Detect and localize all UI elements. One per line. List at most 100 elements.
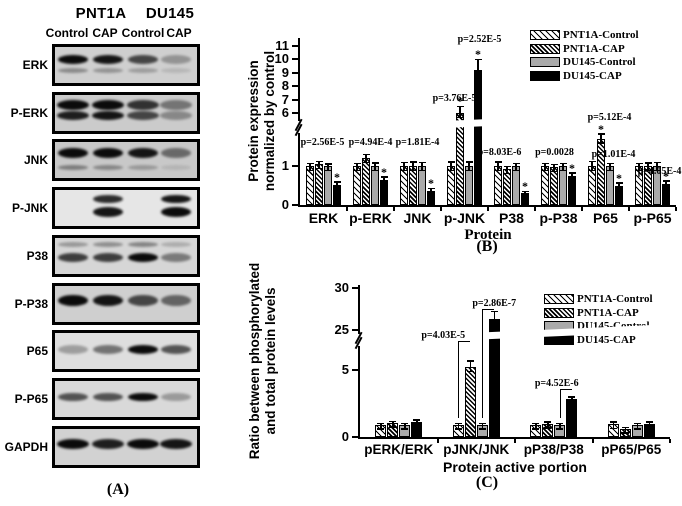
error-cap-bottom xyxy=(377,428,385,430)
x-tick xyxy=(436,439,439,443)
x-tick-label: pERK/ERK xyxy=(364,442,434,457)
p-value-label: p=4.94E-4 xyxy=(348,137,393,148)
protein-band xyxy=(161,393,191,401)
legend-swatch-DU145-CAP xyxy=(530,70,560,81)
protein-band xyxy=(58,253,88,262)
p-value-label: p=8.03E-6 xyxy=(477,147,522,158)
x-tick xyxy=(628,207,630,211)
error-cap-bottom xyxy=(465,169,473,171)
bar-PNT1A-Control xyxy=(494,166,502,205)
protein-band xyxy=(58,55,88,64)
x-tick-label: p-P65 xyxy=(633,210,672,226)
error-cap-top xyxy=(389,420,397,423)
protein-band xyxy=(128,345,158,354)
error-cap-bottom xyxy=(418,169,426,171)
error-cap-top xyxy=(606,162,614,165)
x-tick-label: P38 xyxy=(499,210,524,226)
y-axis xyxy=(358,285,360,439)
error-cap-top xyxy=(474,58,482,61)
legend-label-PNT1A-CAP: PNT1A-CAP xyxy=(577,306,639,319)
y-tick xyxy=(292,165,298,167)
error-bar xyxy=(553,165,555,173)
y-tick xyxy=(352,329,358,331)
error-cap-bottom xyxy=(644,169,652,171)
error-cap-bottom xyxy=(333,188,341,190)
error-cap-top xyxy=(353,162,361,165)
y-tick xyxy=(292,204,298,206)
error-bar xyxy=(638,164,640,171)
y-axis-title-line: normalized by control xyxy=(262,50,277,192)
x-axis xyxy=(298,205,676,207)
error-bar xyxy=(591,162,593,171)
protein-band xyxy=(93,345,123,354)
x-axis-title: Protein xyxy=(464,227,512,243)
error-cap-bottom xyxy=(494,169,502,171)
error-cap-top xyxy=(633,422,641,425)
error-bar xyxy=(309,164,311,171)
error-bar xyxy=(636,424,638,430)
error-bar xyxy=(571,397,573,405)
error-cap-top xyxy=(568,396,576,398)
error-cap-top xyxy=(427,187,435,189)
error-cap-bottom xyxy=(568,402,576,405)
significance-asterisk: * xyxy=(569,160,575,175)
error-bar xyxy=(612,422,614,429)
error-cap-bottom xyxy=(615,189,623,191)
protein-band xyxy=(161,148,191,158)
blot-row-label: P-JNK xyxy=(11,201,48,215)
protein-band xyxy=(160,100,192,110)
legend-swatch-PNT1A-Control xyxy=(544,294,574,304)
error-cap-top xyxy=(541,162,549,165)
y-axis-title: Protein expression normalized by control xyxy=(246,6,278,236)
legend-label-DU145-CAP: DU145-CAP xyxy=(563,69,622,82)
bar-PNT1A-Control xyxy=(400,166,408,205)
x-tick-label: pP38/P38 xyxy=(523,442,584,457)
error-bar xyxy=(412,162,414,171)
error-cap-bottom xyxy=(588,169,596,171)
error-bar xyxy=(600,134,602,144)
error-cap-bottom xyxy=(324,169,332,171)
protein-band xyxy=(93,207,123,217)
protein-band xyxy=(161,242,191,247)
blot-row-label: P38 xyxy=(26,249,48,263)
lane-label-cap-2: CAP xyxy=(166,26,192,40)
error-bar xyxy=(430,189,432,196)
x-tick xyxy=(581,207,583,211)
error-cap-top xyxy=(333,181,341,183)
error-cap-bottom xyxy=(389,426,397,428)
panel-c-label: (C) xyxy=(475,474,499,491)
error-cap-top xyxy=(559,162,567,165)
bar-DU145-Control xyxy=(371,166,379,205)
sig-bracket-horizontal xyxy=(559,389,572,390)
p-value-label: p=2.86E-7 xyxy=(472,298,517,309)
error-cap-top xyxy=(447,161,455,163)
blot-row-label: P-ERK xyxy=(10,106,48,120)
error-cap-top xyxy=(380,176,388,178)
x-tick xyxy=(393,207,395,211)
error-cap-top xyxy=(315,160,323,163)
blot-image-P38 xyxy=(52,235,200,277)
protein-band xyxy=(128,148,158,158)
lane-label-control-2: Control xyxy=(121,26,165,40)
y-tick-label: 5 xyxy=(341,362,349,377)
y-tick-label: 8 xyxy=(281,78,289,94)
blot-image-JNK xyxy=(52,139,200,181)
protein-band xyxy=(58,148,88,158)
protein-band xyxy=(160,111,192,120)
lane-label-control-1: Control xyxy=(45,26,89,40)
p-value-label: p=2.56E-5 xyxy=(300,137,345,148)
protein-band xyxy=(161,195,191,203)
sig-bracket-vertical xyxy=(482,309,484,418)
protein-band xyxy=(127,439,159,449)
error-bar xyxy=(648,422,650,429)
x-axis xyxy=(358,437,670,439)
legend-label-PNT1A-Control: PNT1A-Control xyxy=(577,293,653,305)
blot-image-P65 xyxy=(52,330,200,372)
error-cap-bottom xyxy=(662,187,670,189)
y-axis-title-line: and total protein levels xyxy=(263,287,278,435)
y-axis-title-line: Protein expression xyxy=(246,60,261,182)
error-cap-bottom xyxy=(456,116,464,119)
error-cap-top xyxy=(362,153,370,156)
p-value-label: p=1.81E-4 xyxy=(395,137,440,148)
x-tick xyxy=(440,207,442,211)
